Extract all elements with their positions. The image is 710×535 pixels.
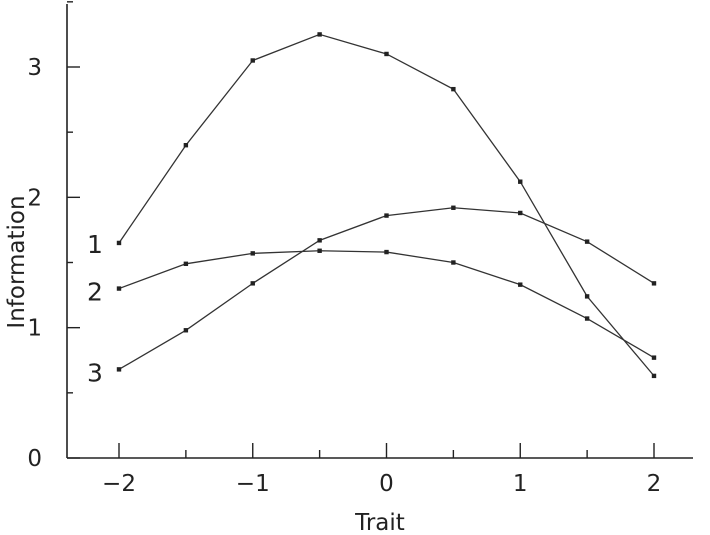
series-1-point — [518, 179, 523, 184]
y-tick-label: 2 — [27, 185, 42, 211]
series-3-point — [384, 213, 389, 218]
series-2-line — [118, 250, 655, 359]
series-2-point — [651, 355, 657, 360]
series-3-label: 3 — [87, 358, 103, 387]
x-tick-label: −1 — [236, 471, 270, 497]
series-1-label: 1 — [87, 230, 103, 259]
series-3-point — [451, 205, 456, 210]
series-3-point — [317, 238, 322, 243]
series-1-point — [384, 51, 389, 57]
ticks: −2 −1 0 1 2 0 1 2 3 — [27, 1, 662, 497]
series-2-point — [116, 286, 122, 291]
series-3-line — [118, 207, 655, 370]
series-3-point — [584, 239, 590, 244]
x-tick-label: 0 — [379, 471, 394, 497]
series-1-point — [651, 373, 657, 379]
y-tick-label: 0 — [27, 446, 42, 472]
series-layer: 1 2 3 — [87, 32, 657, 387]
series-2-label: 2 — [87, 278, 103, 307]
series-1-line — [118, 33, 655, 377]
series-1-point — [116, 240, 122, 246]
series-1-point — [451, 86, 456, 92]
series-2-point — [451, 260, 456, 265]
series-3-point — [250, 281, 255, 286]
x-axis-title: Trait — [354, 510, 405, 535]
series-2-point — [250, 251, 255, 256]
series-2-point — [317, 248, 322, 253]
series-1-point — [317, 32, 322, 37]
series-3-point — [518, 210, 523, 216]
series-1-point — [250, 58, 255, 63]
series-2-point — [518, 282, 523, 287]
y-tick-label: 3 — [27, 55, 42, 81]
series-3-point — [183, 328, 189, 333]
series-2-point — [584, 316, 590, 321]
x-tick-label: 1 — [513, 471, 528, 497]
series-2-point — [183, 261, 189, 267]
series-1-point — [183, 143, 189, 148]
y-tick-label: 1 — [27, 316, 42, 342]
series-1: 1 — [87, 32, 657, 379]
series-1-point — [584, 294, 590, 299]
series-3: 3 — [87, 205, 657, 387]
x-tick-label: −2 — [102, 471, 136, 497]
series-2-point — [384, 249, 389, 255]
series-2: 2 — [87, 248, 657, 360]
y-axis-title: Information — [4, 195, 30, 328]
series-3-point — [116, 367, 122, 372]
axes — [66, 4, 693, 459]
x-tick-label: 2 — [647, 471, 662, 497]
series-3-point — [651, 281, 657, 286]
